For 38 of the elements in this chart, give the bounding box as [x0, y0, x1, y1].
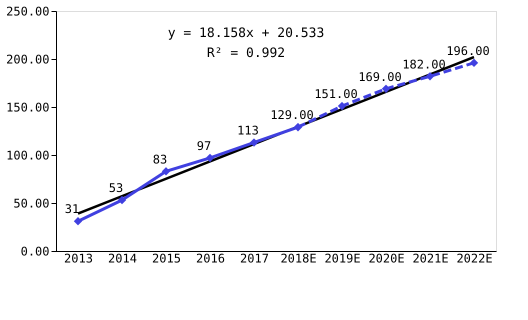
x-tick-label: 2016 — [196, 252, 225, 266]
data-label: 182.00 — [402, 57, 446, 72]
point — [250, 138, 258, 147]
data-label: 31 — [64, 202, 80, 216]
point — [206, 154, 214, 162]
point — [162, 167, 170, 176]
annotation: R² = 0.992 — [206, 46, 286, 61]
data-label: 83 — [152, 152, 168, 166]
point — [338, 102, 346, 110]
point — [74, 217, 82, 226]
point — [294, 122, 302, 132]
x-tick-label: 2014 — [108, 252, 137, 266]
x-tick-label: 2021E — [412, 252, 449, 266]
y-tick-label: 50.00 — [13, 196, 50, 210]
annotation: y = 18.158x + 20.533 — [168, 26, 324, 41]
data-label: 97 — [196, 138, 212, 153]
x-tick-label: 2020E — [368, 252, 405, 266]
y-tick-label: 150.00 — [6, 100, 50, 114]
data-label: 53 — [108, 181, 124, 196]
x-tick-label: 2022E — [456, 252, 493, 266]
x-tick-label: 2013 — [64, 252, 93, 266]
x-tick-label: 2017 — [240, 252, 269, 266]
data-label: 113 — [237, 124, 259, 138]
point — [118, 196, 126, 204]
point — [382, 84, 390, 93]
y-tick-label: 250.00 — [6, 4, 50, 18]
y-tick-label: 100.00 — [6, 148, 50, 162]
x-tick-label: 2019E — [324, 252, 361, 266]
y-tick-label: 200.00 — [6, 52, 50, 66]
point — [426, 72, 434, 80]
x-tick-label: 2015 — [152, 252, 181, 266]
x-tick-label: 2018E — [280, 252, 317, 266]
data-label: 169.00 — [358, 70, 402, 84]
y-tick-label: 0.00 — [20, 244, 50, 258]
data-label: 129.00 — [270, 108, 314, 122]
data-label: 196.00 — [446, 44, 490, 58]
data-label: 151.00 — [314, 87, 358, 102]
point — [470, 58, 478, 68]
